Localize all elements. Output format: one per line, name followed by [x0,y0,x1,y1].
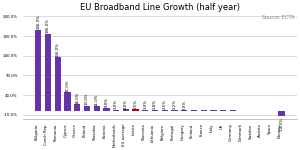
Bar [113,110,119,111]
Text: 3.0%: 3.0% [143,99,147,109]
Bar [55,57,61,111]
Text: 2.8%: 2.8% [153,99,157,109]
Text: 11.0%: 11.0% [95,94,99,106]
Text: 13.0%: 13.0% [85,93,89,105]
Title: EU Broadband Line Growth (half year): EU Broadband Line Growth (half year) [80,3,240,12]
Bar [181,110,188,111]
Bar [64,92,70,111]
Bar [84,106,90,111]
Text: 47.0%: 47.0% [65,79,70,92]
Text: 196.0%: 196.0% [46,18,50,33]
Text: 2.0%: 2.0% [182,100,186,110]
Text: 3.5%: 3.5% [134,99,138,109]
Text: 3.0%: 3.0% [114,99,118,109]
Bar [220,110,226,111]
Text: -14.0%: -14.0% [280,117,284,130]
Bar [210,110,217,111]
Text: 2.5%: 2.5% [163,99,167,109]
Text: 4.0%: 4.0% [124,99,128,109]
Text: Source: ECTA: Source: ECTA [262,15,294,20]
Bar [123,109,129,111]
Bar [191,110,197,111]
Bar [103,108,110,111]
Bar [278,111,285,116]
Bar [74,104,80,111]
Bar [142,110,148,111]
Bar [162,110,168,111]
Bar [152,110,158,111]
Bar [132,109,139,111]
Text: 206.0%: 206.0% [36,15,40,29]
Bar [35,30,41,111]
Bar [230,110,236,111]
Bar [201,110,207,111]
Text: 136.0%: 136.0% [56,42,60,57]
Text: 8.0%: 8.0% [104,97,108,107]
Bar [45,34,51,111]
Text: 16.0%: 16.0% [75,92,79,104]
Bar [171,110,178,111]
Bar [94,106,100,111]
Text: 2.2%: 2.2% [172,99,176,110]
